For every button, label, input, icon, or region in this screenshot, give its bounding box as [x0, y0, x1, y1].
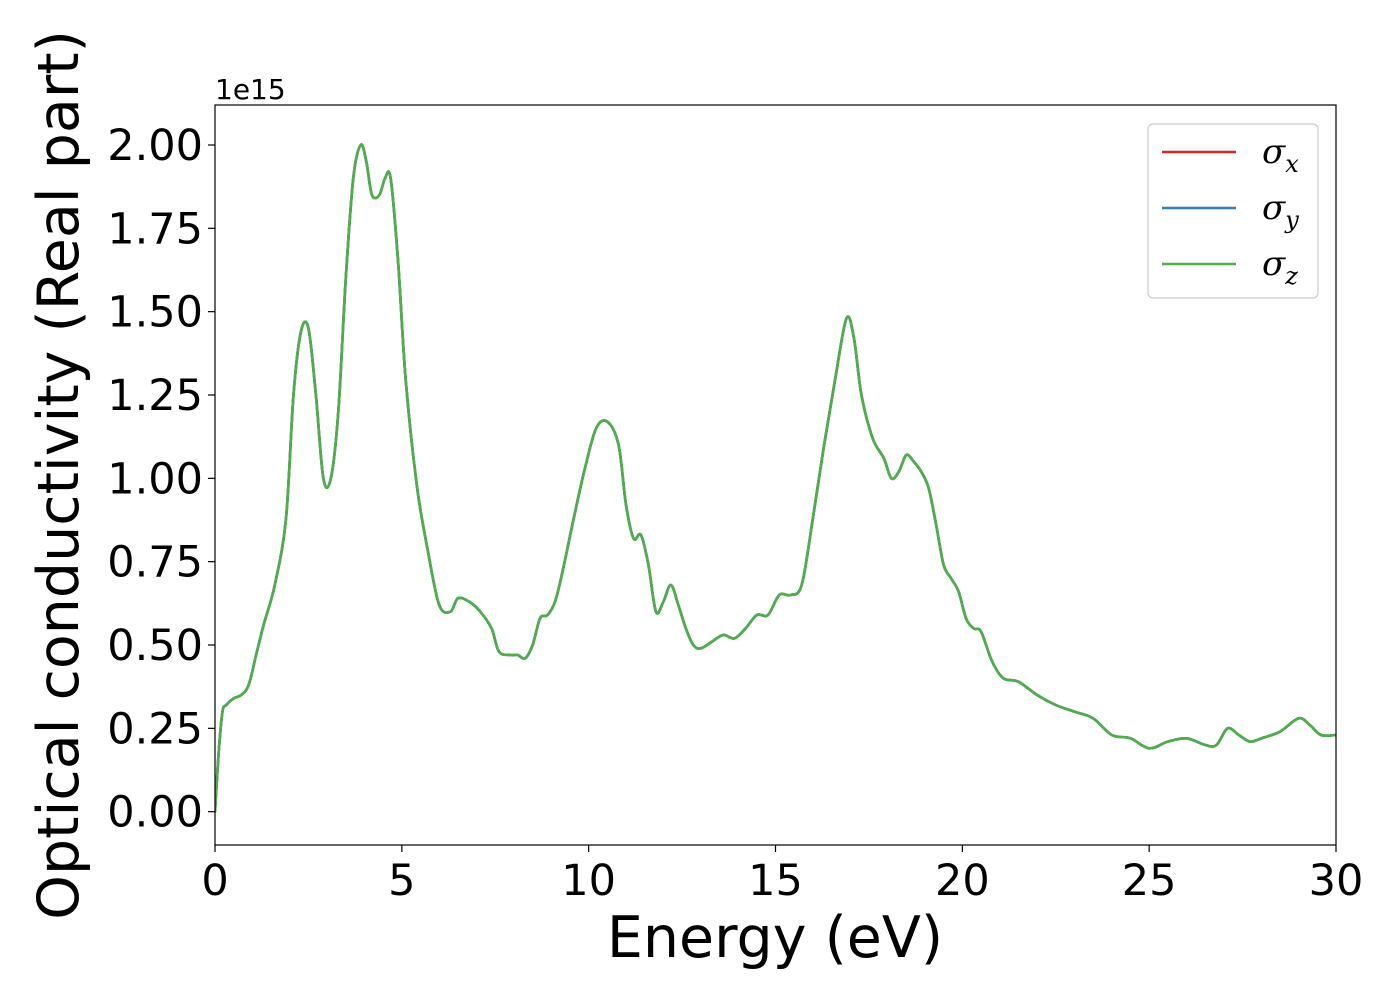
- y-tick-label: 1.25: [107, 371, 203, 421]
- legend-box: [1147, 123, 1319, 299]
- series-layer: [215, 143, 1336, 813]
- legend-item-sigma-y: σy: [1162, 188, 1299, 234]
- x-tick-label: 10: [561, 856, 616, 906]
- x-tick-label: 20: [935, 856, 990, 906]
- y-tick-label: 0.25: [107, 704, 203, 754]
- y-tick-label: 0.75: [107, 538, 203, 588]
- y-axis-ticks: 0.00 0.25 0.50 0.75 1.00 1.25 1.50 1.75 2.00: [107, 121, 215, 838]
- legend-label: σz: [1262, 244, 1298, 290]
- y-axis-label: Optical conductivity (Real part): [26, 30, 92, 920]
- legend-item-sigma-x: σx: [1162, 132, 1299, 178]
- y-tick-label: 0.00: [107, 788, 203, 838]
- x-tick-label: 15: [748, 856, 803, 906]
- y-tick-label: 1.00: [107, 454, 203, 504]
- legend: σx σy σz: [1147, 123, 1319, 299]
- y-tick-label: 1.50: [107, 288, 203, 338]
- legend-item-sigma-z: σz: [1162, 244, 1298, 290]
- legend-label: σy: [1262, 188, 1299, 234]
- x-tick-label: 0: [201, 856, 228, 906]
- x-tick-label: 30: [1309, 856, 1364, 906]
- y-tick-label: 1.75: [107, 204, 203, 254]
- y-tick-label: 2.00: [107, 121, 203, 171]
- x-axis-label: Energy (eV): [607, 905, 943, 971]
- legend-label: σx: [1262, 132, 1299, 178]
- x-axis-ticks: 0 5 10 15 20 25 30: [201, 845, 1363, 906]
- y-offset-label: 1e15: [215, 73, 286, 106]
- series-line-sigma-z: [215, 143, 1336, 813]
- y-tick-label: 0.50: [107, 621, 203, 671]
- x-tick-label: 5: [388, 856, 415, 906]
- x-tick-label: 25: [1122, 856, 1177, 906]
